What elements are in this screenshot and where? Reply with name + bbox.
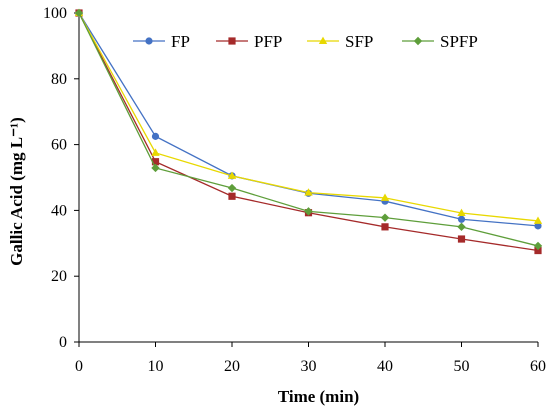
y-axis-title: Gallic Acid (mg L⁻¹) — [7, 117, 26, 266]
legend-item-fp: FP — [133, 32, 190, 51]
legend-marker — [145, 37, 153, 45]
legend: FP PFP SFP SPFP — [133, 32, 478, 51]
y-tick-label: 100 — [43, 5, 67, 22]
legend-marker — [413, 36, 423, 46]
x-tick-label: 20 — [224, 358, 240, 375]
data-point — [151, 148, 160, 156]
x-tick-label: 60 — [530, 358, 546, 375]
legend-marker — [228, 37, 236, 45]
data-point — [227, 183, 237, 193]
data-point — [381, 223, 389, 231]
legend-item-spfp: SPFP — [402, 32, 478, 51]
data-point — [227, 171, 237, 179]
data-point — [304, 207, 313, 216]
data-point — [151, 132, 160, 140]
data-point — [74, 8, 84, 18]
x-tick-label: 40 — [377, 358, 393, 375]
x-tick-label: 0 — [75, 358, 83, 375]
x-tick-label: 30 — [301, 358, 317, 375]
x-tick-label: 10 — [148, 358, 164, 375]
data-point — [380, 213, 390, 222]
data-point — [380, 193, 390, 201]
plot-area — [78, 13, 538, 343]
y-tick-label: 80 — [51, 71, 67, 88]
data-point — [151, 158, 160, 166]
data-point — [151, 163, 160, 173]
series-sfp — [74, 8, 543, 224]
y-tick-label: 40 — [51, 202, 67, 219]
data-point — [228, 192, 236, 200]
axis-ticks: 0 20 40 60 80 100 0 10 20 30 40 50 60 — [43, 5, 546, 375]
data-point — [533, 241, 543, 251]
data-point — [457, 235, 466, 243]
series-spfp — [74, 8, 543, 251]
y-tick-label: 0 — [59, 334, 67, 351]
data-point — [533, 216, 543, 224]
legend-label: SPFP — [440, 32, 478, 51]
data-point — [534, 246, 542, 255]
x-axis-title: Time (min) — [278, 387, 359, 406]
legend-marker — [318, 36, 328, 44]
legend-item-sfp: SFP — [307, 32, 373, 51]
data-point — [457, 215, 466, 223]
y-tick-label: 20 — [51, 268, 67, 285]
series-layer — [74, 8, 543, 255]
data-point — [457, 222, 466, 232]
legend-item-pfp: PFP — [216, 32, 282, 51]
legend-label: PFP — [254, 32, 282, 51]
legend-label: FP — [171, 32, 190, 51]
x-tick-label: 50 — [454, 358, 470, 375]
y-tick-label: 60 — [51, 137, 67, 154]
legend-label: SFP — [345, 32, 373, 51]
data-point — [534, 222, 542, 230]
data-point — [457, 208, 466, 217]
data-point — [304, 188, 313, 196]
